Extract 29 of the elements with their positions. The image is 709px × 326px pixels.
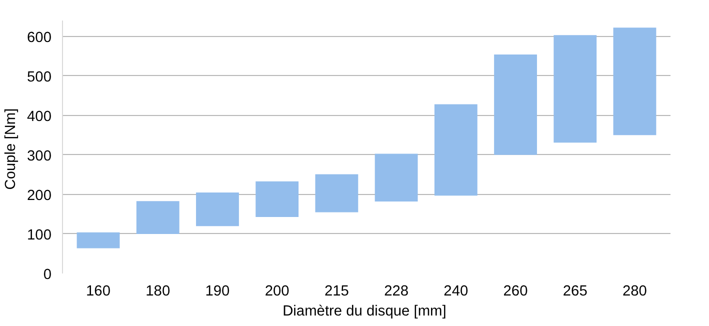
y-tick-label: 500 bbox=[27, 69, 52, 86]
x-tick-label: 180 bbox=[146, 284, 170, 300]
x-tick-label: 280 bbox=[622, 284, 647, 300]
x-tick-label: 228 bbox=[384, 284, 409, 300]
bar bbox=[554, 35, 597, 143]
bar bbox=[196, 192, 239, 226]
x-tick-label: 160 bbox=[86, 284, 111, 300]
x-tick-label: 215 bbox=[324, 284, 349, 300]
x-tick-label: 265 bbox=[562, 284, 588, 300]
bar bbox=[374, 154, 418, 202]
y-tick-label: 300 bbox=[27, 148, 52, 164]
y-tick-label: 600 bbox=[27, 30, 52, 46]
y-tick-label: 100 bbox=[27, 227, 52, 244]
bar bbox=[613, 28, 656, 136]
bar bbox=[76, 232, 120, 248]
bar bbox=[136, 201, 180, 234]
x-tick-label: 240 bbox=[444, 284, 468, 300]
bar bbox=[256, 181, 299, 217]
y-tick-label: 400 bbox=[27, 108, 52, 125]
y-axis-title: Couple [Nm] bbox=[3, 108, 20, 190]
bar bbox=[494, 54, 537, 155]
bar bbox=[434, 104, 478, 196]
y-tick-label: 200 bbox=[27, 188, 52, 204]
x-tick-label: 260 bbox=[503, 284, 528, 300]
x-tick-label: 190 bbox=[205, 284, 230, 300]
x-axis-title: Diamètre du disque [mm] bbox=[282, 304, 446, 320]
bar bbox=[315, 174, 358, 212]
y-tick-label: 0 bbox=[43, 267, 52, 283]
x-tick-label: 200 bbox=[264, 284, 290, 300]
